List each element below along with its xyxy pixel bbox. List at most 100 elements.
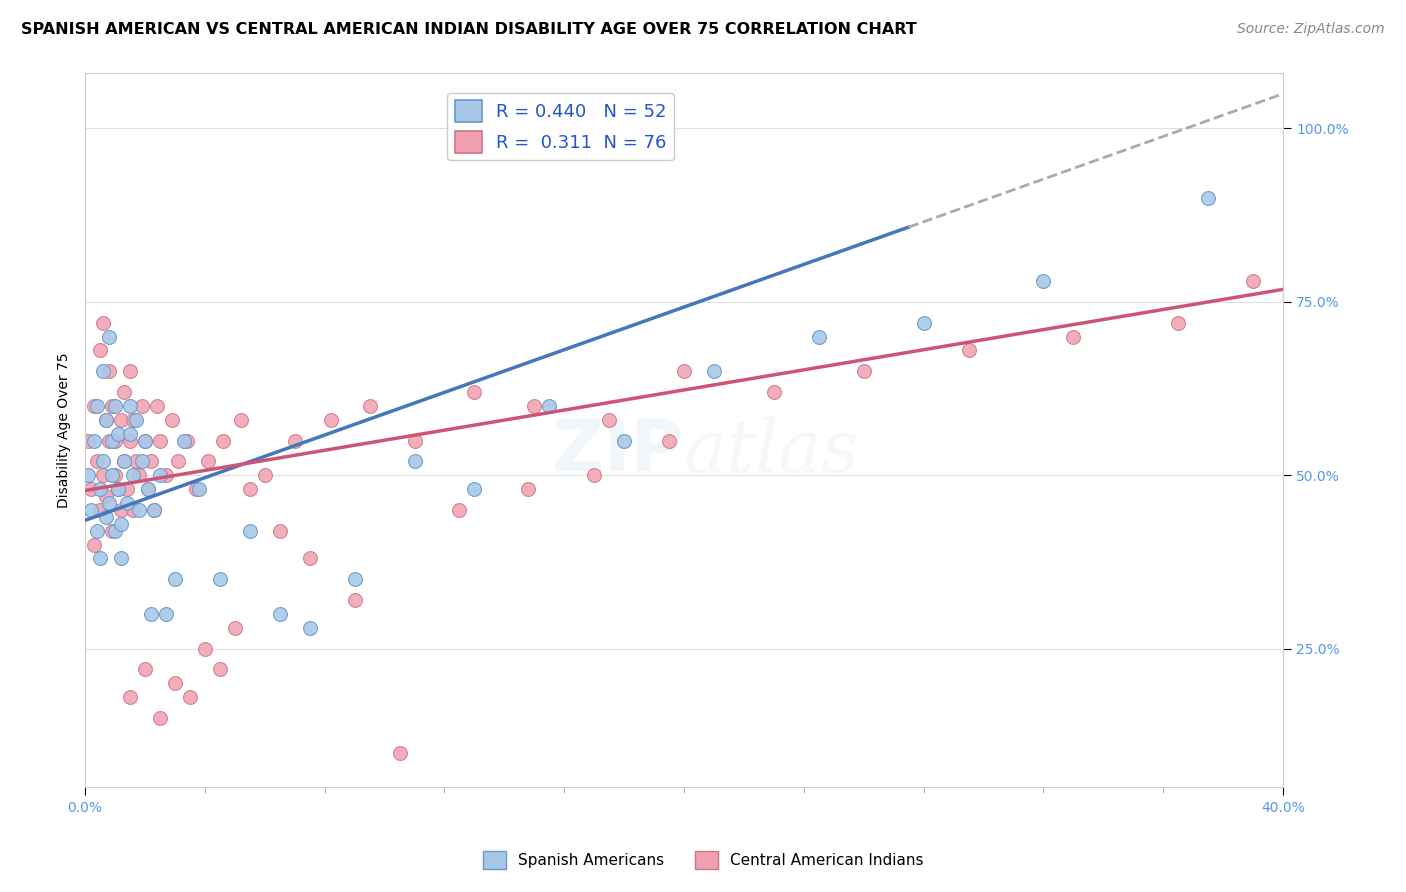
Point bbox=[107, 482, 129, 496]
Point bbox=[98, 329, 121, 343]
Point bbox=[86, 399, 108, 413]
Point bbox=[179, 690, 201, 705]
Point bbox=[131, 454, 153, 468]
Point bbox=[163, 572, 186, 586]
Point bbox=[77, 468, 100, 483]
Point bbox=[224, 621, 246, 635]
Point bbox=[449, 503, 471, 517]
Point bbox=[269, 607, 291, 621]
Point bbox=[583, 468, 606, 483]
Point bbox=[94, 489, 117, 503]
Point bbox=[118, 690, 141, 705]
Point bbox=[613, 434, 636, 448]
Legend: R = 0.440   N = 52, R =  0.311  N = 76: R = 0.440 N = 52, R = 0.311 N = 76 bbox=[447, 93, 673, 161]
Point bbox=[86, 454, 108, 468]
Point bbox=[703, 364, 725, 378]
Point bbox=[807, 329, 830, 343]
Point bbox=[110, 516, 132, 531]
Point bbox=[104, 399, 127, 413]
Point bbox=[149, 434, 172, 448]
Text: SPANISH AMERICAN VS CENTRAL AMERICAN INDIAN DISABILITY AGE OVER 75 CORRELATION C: SPANISH AMERICAN VS CENTRAL AMERICAN IND… bbox=[21, 22, 917, 37]
Point bbox=[112, 454, 135, 468]
Point bbox=[253, 468, 276, 483]
Point bbox=[89, 551, 111, 566]
Point bbox=[104, 468, 127, 483]
Point bbox=[77, 434, 100, 448]
Point bbox=[94, 413, 117, 427]
Point bbox=[115, 496, 138, 510]
Point bbox=[163, 676, 186, 690]
Point bbox=[128, 503, 150, 517]
Point bbox=[298, 621, 321, 635]
Point bbox=[957, 343, 980, 358]
Point bbox=[125, 413, 148, 427]
Point bbox=[83, 399, 105, 413]
Point bbox=[762, 384, 785, 399]
Point bbox=[98, 496, 121, 510]
Point bbox=[94, 509, 117, 524]
Point bbox=[404, 434, 426, 448]
Point bbox=[83, 434, 105, 448]
Point bbox=[184, 482, 207, 496]
Point bbox=[319, 413, 342, 427]
Point bbox=[91, 468, 114, 483]
Y-axis label: Disability Age Over 75: Disability Age Over 75 bbox=[58, 352, 72, 508]
Point bbox=[239, 482, 262, 496]
Point bbox=[101, 468, 124, 483]
Point bbox=[142, 503, 165, 517]
Point bbox=[139, 607, 162, 621]
Point bbox=[89, 343, 111, 358]
Point bbox=[98, 434, 121, 448]
Point bbox=[107, 426, 129, 441]
Point bbox=[359, 399, 381, 413]
Point bbox=[463, 482, 485, 496]
Point bbox=[463, 384, 485, 399]
Point bbox=[91, 454, 114, 468]
Point bbox=[284, 434, 307, 448]
Point bbox=[134, 434, 156, 448]
Point bbox=[83, 538, 105, 552]
Point bbox=[523, 399, 546, 413]
Point bbox=[131, 399, 153, 413]
Point bbox=[160, 413, 183, 427]
Text: ZIP: ZIP bbox=[551, 417, 685, 486]
Point bbox=[343, 593, 366, 607]
Point bbox=[155, 468, 177, 483]
Point bbox=[142, 503, 165, 517]
Point bbox=[658, 434, 681, 448]
Point bbox=[118, 364, 141, 378]
Point bbox=[86, 524, 108, 538]
Point bbox=[110, 503, 132, 517]
Point bbox=[104, 524, 127, 538]
Point bbox=[89, 482, 111, 496]
Point bbox=[80, 503, 103, 517]
Point bbox=[115, 482, 138, 496]
Point bbox=[107, 482, 129, 496]
Point bbox=[89, 503, 111, 517]
Point bbox=[101, 434, 124, 448]
Point bbox=[197, 454, 219, 468]
Point bbox=[104, 434, 127, 448]
Point bbox=[208, 572, 231, 586]
Point bbox=[176, 434, 198, 448]
Legend: Spanish Americans, Central American Indians: Spanish Americans, Central American Indi… bbox=[477, 845, 929, 875]
Point bbox=[852, 364, 875, 378]
Point bbox=[298, 551, 321, 566]
Point bbox=[91, 316, 114, 330]
Point bbox=[149, 468, 172, 483]
Point bbox=[194, 641, 217, 656]
Point bbox=[1197, 191, 1219, 205]
Point bbox=[211, 434, 233, 448]
Point bbox=[118, 399, 141, 413]
Point bbox=[101, 399, 124, 413]
Point bbox=[1241, 274, 1264, 288]
Point bbox=[673, 364, 696, 378]
Point bbox=[122, 468, 145, 483]
Point bbox=[101, 524, 124, 538]
Point bbox=[1032, 274, 1054, 288]
Point bbox=[112, 384, 135, 399]
Point bbox=[118, 434, 141, 448]
Point bbox=[187, 482, 209, 496]
Point bbox=[912, 316, 935, 330]
Point bbox=[155, 607, 177, 621]
